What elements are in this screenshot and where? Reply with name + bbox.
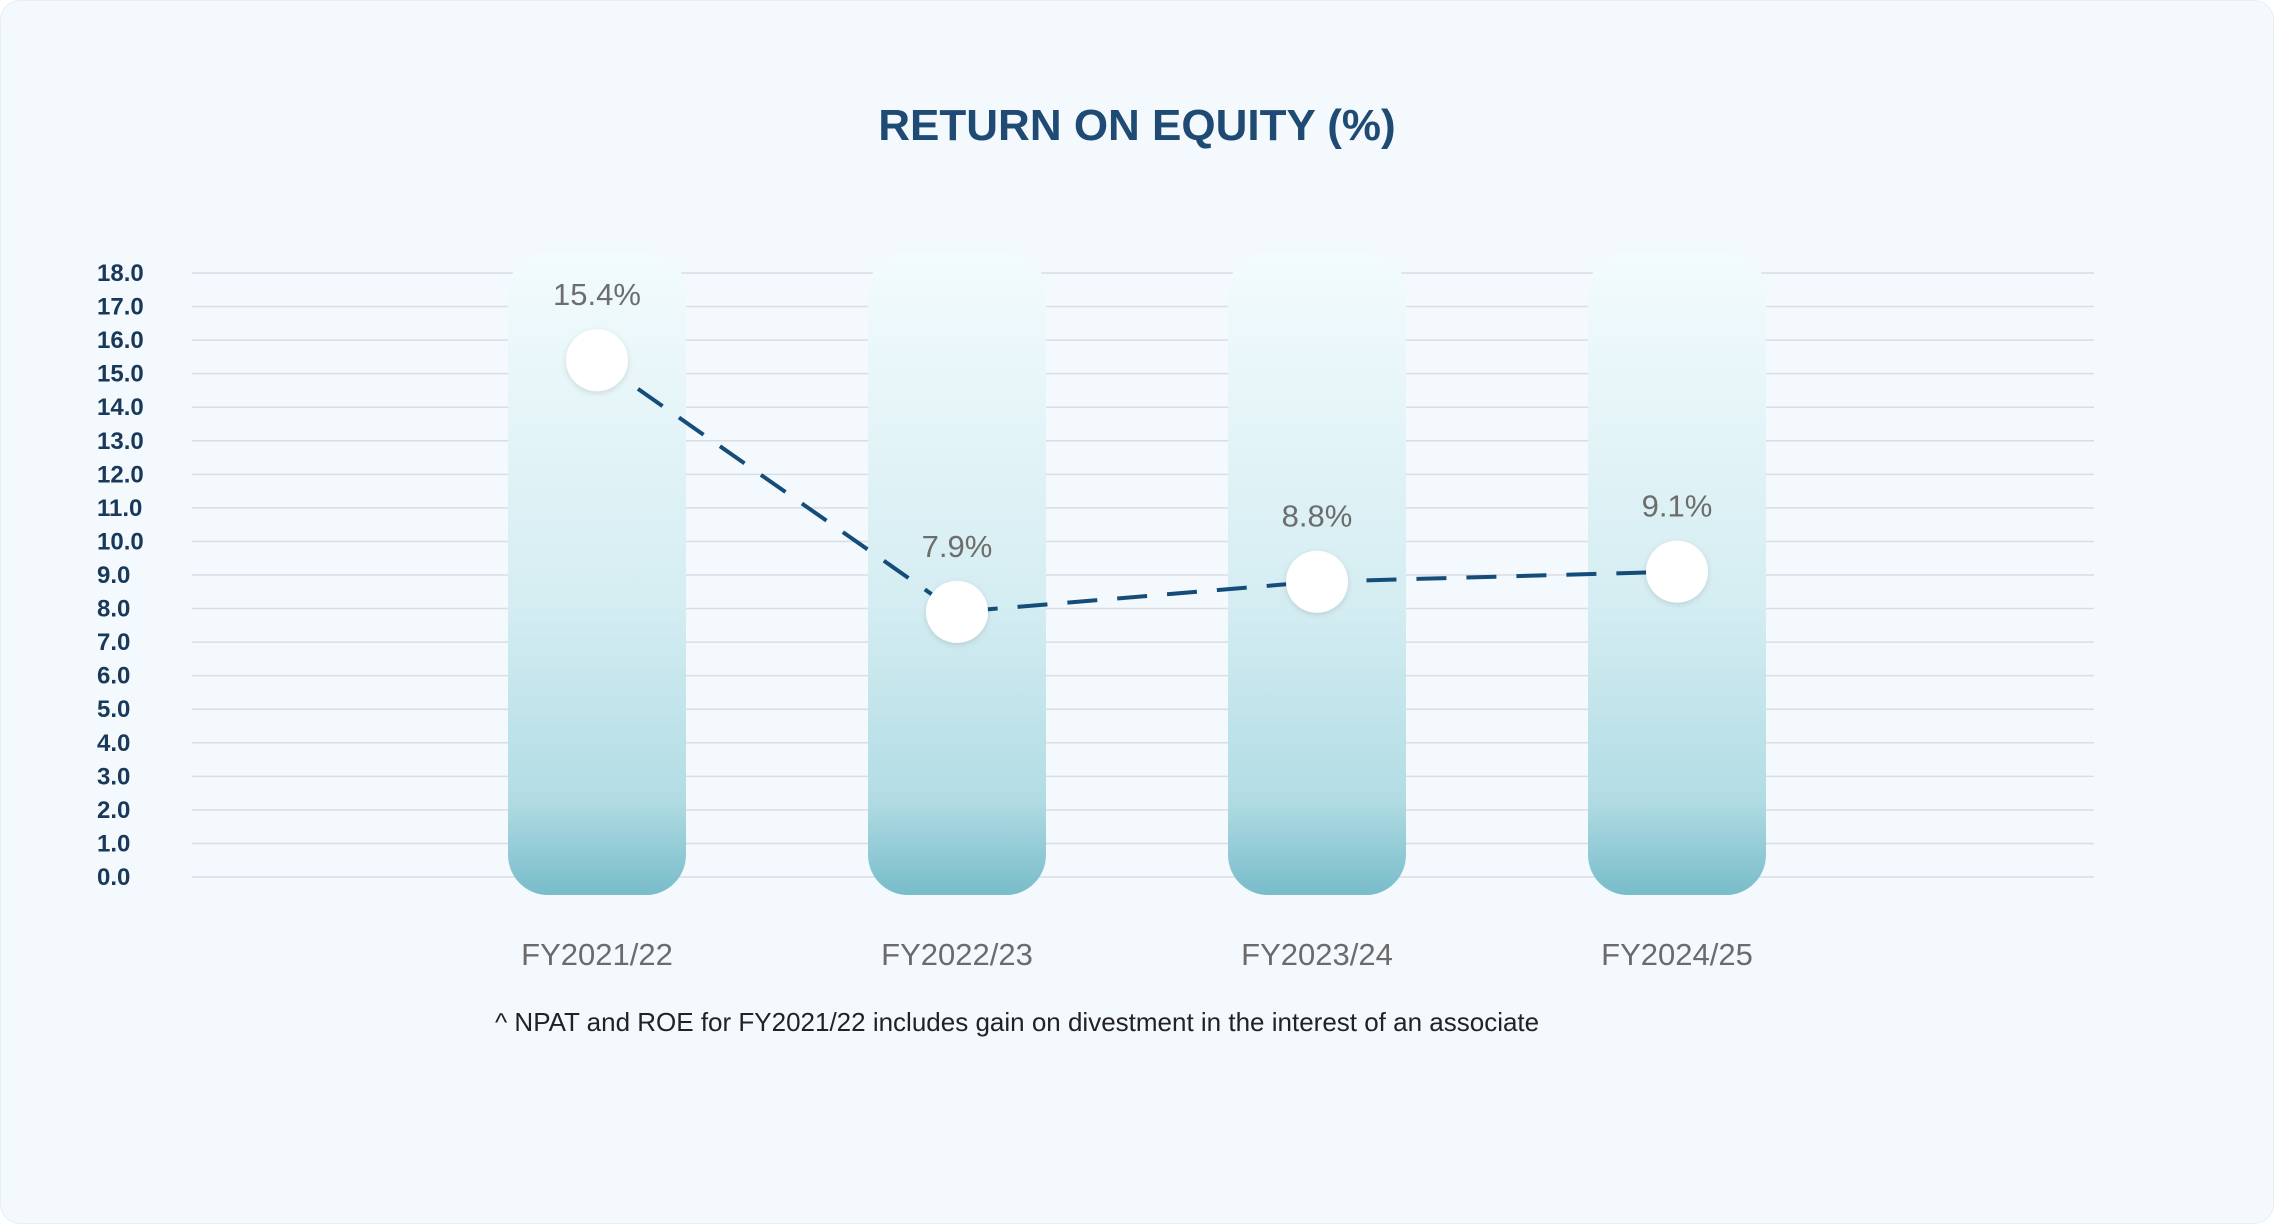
data-label: 7.9% [922,529,993,564]
footnote: ^ NPAT and ROE for FY2021/22 includes ga… [495,1007,1539,1037]
chart-title: RETURN ON EQUITY (%) [878,101,1395,150]
y-tick-label: 12.0 [97,461,144,488]
y-tick-label: 1.0 [97,830,130,857]
y-tick-label: 9.0 [97,562,130,589]
y-tick-label: 3.0 [97,763,130,790]
y-tick-label: 0.0 [97,864,130,891]
y-tick-label: 18.0 [97,260,144,287]
x-tick-label: FY2023/24 [1241,937,1393,972]
data-point-marker [926,580,988,643]
x-tick-label: FY2024/25 [1601,937,1753,972]
y-tick-label: 16.0 [97,327,144,354]
data-point-marker [1646,540,1708,603]
data-point-marker [566,329,628,392]
y-tick-label: 14.0 [97,394,144,421]
category-column [868,252,1046,895]
y-tick-label: 15.0 [97,361,144,388]
x-tick-label: FY2021/22 [521,937,673,972]
data-label: 8.8% [1282,499,1353,534]
data-labels: 15.4% 7.9% 8.8% 9.1% [553,277,1712,564]
y-tick-label: 8.0 [97,596,130,623]
y-tick-label: 13.0 [97,428,144,455]
x-axis-ticks: FY2021/22 FY2022/23 FY2023/24 FY2024/25 [521,937,1753,972]
category-column [508,252,686,895]
y-tick-label: 7.0 [97,629,130,656]
x-tick-label: FY2022/23 [881,937,1033,972]
gridlines [192,272,2094,878]
y-tick-label: 6.0 [97,663,130,690]
y-axis-ticks: 0.0 1.0 2.0 3.0 4.0 5.0 6.0 7.0 8.0 9.0 10.0 11.0 12… [97,260,144,891]
y-tick-label: 17.0 [97,294,144,321]
data-markers [566,329,1708,643]
data-point-marker [1286,550,1348,613]
data-label: 9.1% [1642,489,1713,524]
y-tick-label: 2.0 [97,797,130,824]
data-label: 15.4% [553,277,641,312]
y-tick-label: 10.0 [97,528,144,555]
y-tick-label: 4.0 [97,730,130,757]
y-tick-label: 5.0 [97,696,130,723]
y-tick-label: 11.0 [97,495,142,522]
roe-series-line [595,358,1678,614]
